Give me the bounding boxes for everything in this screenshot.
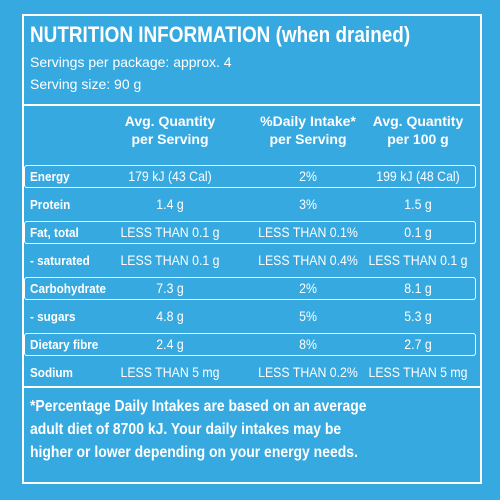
cell: LESS THAN 5 mg xyxy=(120,364,220,380)
row-highlight xyxy=(24,165,476,188)
column-header: per 100 g xyxy=(387,131,449,147)
column-header: per Serving xyxy=(269,131,347,147)
cell: 5.3 g xyxy=(404,308,432,324)
cell: 179 kJ (43 Cal) xyxy=(128,168,212,184)
cell: 2% xyxy=(299,280,317,296)
cell: 199 kJ (48 Cal) xyxy=(376,168,460,184)
row-highlight xyxy=(24,333,476,356)
cell: 2% xyxy=(299,168,317,184)
serving-size: Serving size: 90 g xyxy=(30,76,142,92)
title: NUTRITION INFORMATION (when drained) xyxy=(30,22,411,47)
cell: 0.1 g xyxy=(404,224,432,240)
column-header: per Serving xyxy=(131,131,209,147)
cell: 5% xyxy=(299,308,317,324)
cell: LESS THAN 5 mg xyxy=(368,364,468,380)
column-header: Avg. Quantity xyxy=(124,113,216,129)
column-header: Avg. Quantity xyxy=(372,113,464,129)
cell: 1.5 g xyxy=(404,196,432,212)
cell: LESS THAN 0.1 g xyxy=(120,224,220,240)
row-label: Fat, total xyxy=(30,225,79,240)
divider xyxy=(22,104,480,106)
row-label: Carbohydrate xyxy=(30,281,107,296)
cell: LESS THAN 0.1 g xyxy=(120,252,220,268)
footnote: adult diet of 8700 kJ. Your daily intake… xyxy=(30,421,342,438)
panel-border xyxy=(22,14,482,484)
row-label: Protein xyxy=(30,197,71,212)
cell: 4.8 g xyxy=(156,308,184,324)
cell: 8% xyxy=(299,336,317,352)
row-label: - saturated xyxy=(30,253,90,268)
footnote: higher or lower depending on your energy… xyxy=(30,444,358,461)
column-header: %Daily Intake* xyxy=(260,113,356,129)
cell: 7.3 g xyxy=(156,280,184,296)
cell: 8.1 g xyxy=(404,280,432,296)
row-highlight xyxy=(24,277,476,300)
divider xyxy=(22,386,480,388)
servings: Servings per package: approx. 4 xyxy=(30,54,232,70)
row-label: - sugars xyxy=(30,309,76,324)
cell: LESS THAN 0.4% xyxy=(258,252,358,268)
footnote: *Percentage Daily Intakes are based on a… xyxy=(30,398,367,415)
cell: LESS THAN 0.1% xyxy=(258,224,358,240)
row-label: Dietary fibre xyxy=(30,337,99,352)
cell: 2.4 g xyxy=(156,336,184,352)
cell: 1.4 g xyxy=(156,196,184,212)
row-label: Sodium xyxy=(30,365,73,380)
cell: 2.7 g xyxy=(404,336,432,352)
cell: LESS THAN 0.1 g xyxy=(368,252,468,268)
cell: 3% xyxy=(299,196,317,212)
row-label: Energy xyxy=(30,169,70,184)
row-highlight xyxy=(24,221,476,244)
cell: LESS THAN 0.2% xyxy=(258,364,358,380)
